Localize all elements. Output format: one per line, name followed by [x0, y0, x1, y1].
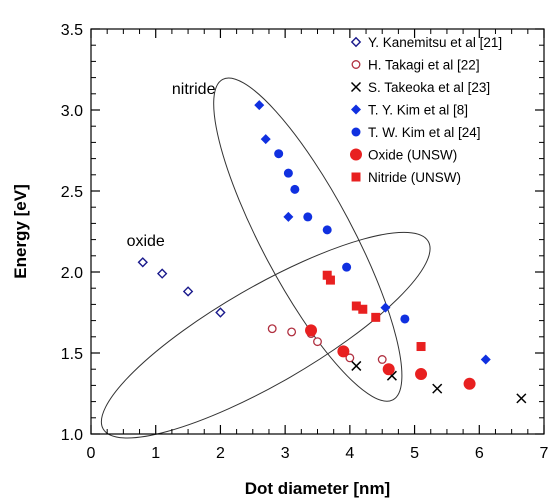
data-point-series-1 — [313, 337, 322, 347]
legend-marker — [351, 104, 361, 115]
y-tick-label: 1.5 — [61, 346, 83, 363]
x-tick-label: 0 — [87, 445, 96, 462]
x-axis-title: Dot diameter [nm] — [245, 479, 390, 498]
data-point-series-1 — [377, 355, 387, 364]
y-tick-label: 2.0 — [61, 265, 83, 282]
y-tick-label: 1.0 — [61, 427, 83, 444]
data-point-series-6 — [322, 270, 332, 280]
data-point-series-0 — [156, 268, 168, 279]
data-point-series-1 — [345, 353, 355, 363]
data-point-series-3 — [254, 100, 265, 111]
x-tick-label: 2 — [216, 445, 225, 462]
data-point-series-4 — [303, 212, 313, 222]
data-point-series-4 — [274, 149, 284, 159]
legend-marker — [350, 36, 362, 48]
data-point-series-6 — [371, 312, 381, 322]
data-point-series-3 — [260, 134, 271, 145]
data-point-series-4 — [283, 168, 293, 178]
data-point-series-6 — [325, 275, 335, 285]
tick-labels: 0 1 2 3 4 5 6 7 1.0 1.5 2.0 2.5 3.0 3.5 — [61, 22, 549, 462]
data-point-series-1 — [287, 327, 297, 337]
data-point-series-0 — [215, 307, 226, 318]
legend: Y. Kanemitsu et al [21] H. Takagi et al [… — [350, 35, 502, 185]
annotation-label: oxide — [127, 233, 165, 250]
legend-entry-label: Nitride (UNSW) — [368, 170, 461, 185]
data-point-series-2 — [516, 393, 527, 404]
legend-marker — [350, 148, 362, 161]
x-tick-label: 7 — [540, 445, 549, 462]
legend-marker — [351, 127, 361, 137]
legend-entry-label: T. Y. Kim et al [8] — [368, 103, 468, 118]
grouping-ellipse-oxide — [100, 231, 431, 439]
legend-marker — [351, 60, 361, 69]
data-point-series-2 — [432, 383, 443, 394]
data-point-series-3 — [283, 211, 294, 222]
data-point-series-3 — [380, 302, 391, 313]
x-tick-label: 4 — [345, 445, 354, 462]
legend-entry-label: Y. Kanemitsu et al [21] — [368, 35, 502, 50]
data-point-series-4 — [290, 184, 300, 194]
grouping-ellipses — [100, 77, 431, 439]
data-point-series-4 — [322, 225, 332, 235]
x-tick-label: 6 — [475, 445, 484, 462]
data-points — [137, 100, 527, 404]
axis-ticks — [90, 28, 545, 435]
y-axis-title: Energy [eV] — [11, 184, 30, 278]
annotations: nitride oxide — [127, 81, 216, 250]
grouping-ellipse-nitride — [213, 77, 403, 402]
data-point-series-1 — [267, 324, 277, 334]
legend-marker — [351, 172, 361, 182]
data-point-series-5 — [415, 368, 428, 381]
annotation-label: nitride — [172, 81, 216, 98]
legend-entry-label: T. W. Kim et al [24] — [368, 125, 481, 140]
data-point-series-5 — [337, 345, 350, 358]
x-tick-label: 3 — [281, 445, 290, 462]
data-point-series-0 — [182, 286, 194, 297]
data-point-series-5 — [382, 363, 395, 376]
data-point-series-6 — [416, 342, 426, 352]
legend-entry-label: Oxide (UNSW) — [368, 148, 457, 163]
y-tick-label: 3.5 — [61, 22, 83, 39]
data-point-series-5 — [305, 324, 318, 337]
data-point-series-6 — [358, 304, 368, 314]
data-point-series-3 — [480, 354, 491, 365]
legend-marker — [350, 81, 362, 93]
x-tick-label: 1 — [151, 445, 160, 462]
legend-entry-label: H. Takagi et al [22] — [368, 58, 480, 73]
data-point-series-2 — [351, 360, 362, 371]
data-point-series-6 — [351, 301, 361, 311]
data-point-series-5 — [463, 377, 476, 390]
y-tick-label: 2.5 — [61, 184, 83, 201]
legend-entry-label: S. Takeoka et al [23] — [368, 80, 490, 95]
x-tick-label: 5 — [410, 445, 419, 462]
data-point-series-4 — [342, 262, 352, 272]
data-point-series-0 — [137, 257, 148, 268]
data-point-series-4 — [400, 314, 410, 324]
y-tick-label: 3.0 — [61, 103, 83, 120]
